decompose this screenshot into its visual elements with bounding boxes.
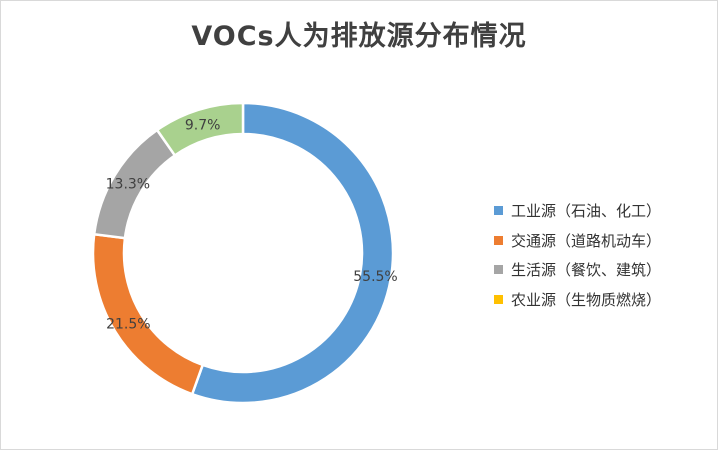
legend-label: 农业源（生物质燃烧）: [511, 290, 662, 309]
data-label: 9.7%: [185, 118, 221, 134]
data-label: 21.5%: [106, 316, 150, 332]
legend-swatch: [494, 265, 503, 275]
legend-item: 交通源（道路机动车）: [494, 226, 661, 256]
legend-label: 工业源（石油、化工）: [511, 202, 662, 221]
legend-label: 交通源（道路机动车）: [511, 231, 662, 250]
legend: 工业源（石油、化工） 交通源（道路机动车） 生活源（餐饮、建筑） 农业源（生物质燃烧）: [494, 196, 661, 314]
data-label: 13.3%: [106, 176, 150, 192]
donut-slice: [190, 101, 395, 405]
chart-title: VOCs人为排放源分布情况: [191, 21, 527, 52]
legend-item: 农业源（生物质燃烧）: [494, 285, 661, 315]
legend-swatch: [494, 294, 503, 304]
donut-slice: [155, 101, 245, 158]
data-label: 55.5%: [353, 269, 397, 285]
donut-slice: [91, 232, 205, 396]
legend-item: 生活源（餐饮、建筑）: [494, 255, 661, 285]
legend-swatch: [494, 235, 503, 245]
legend-item: 工业源（石油、化工）: [494, 196, 661, 226]
legend-label: 生活源（餐饮、建筑）: [511, 261, 662, 280]
legend-swatch: [494, 206, 503, 216]
